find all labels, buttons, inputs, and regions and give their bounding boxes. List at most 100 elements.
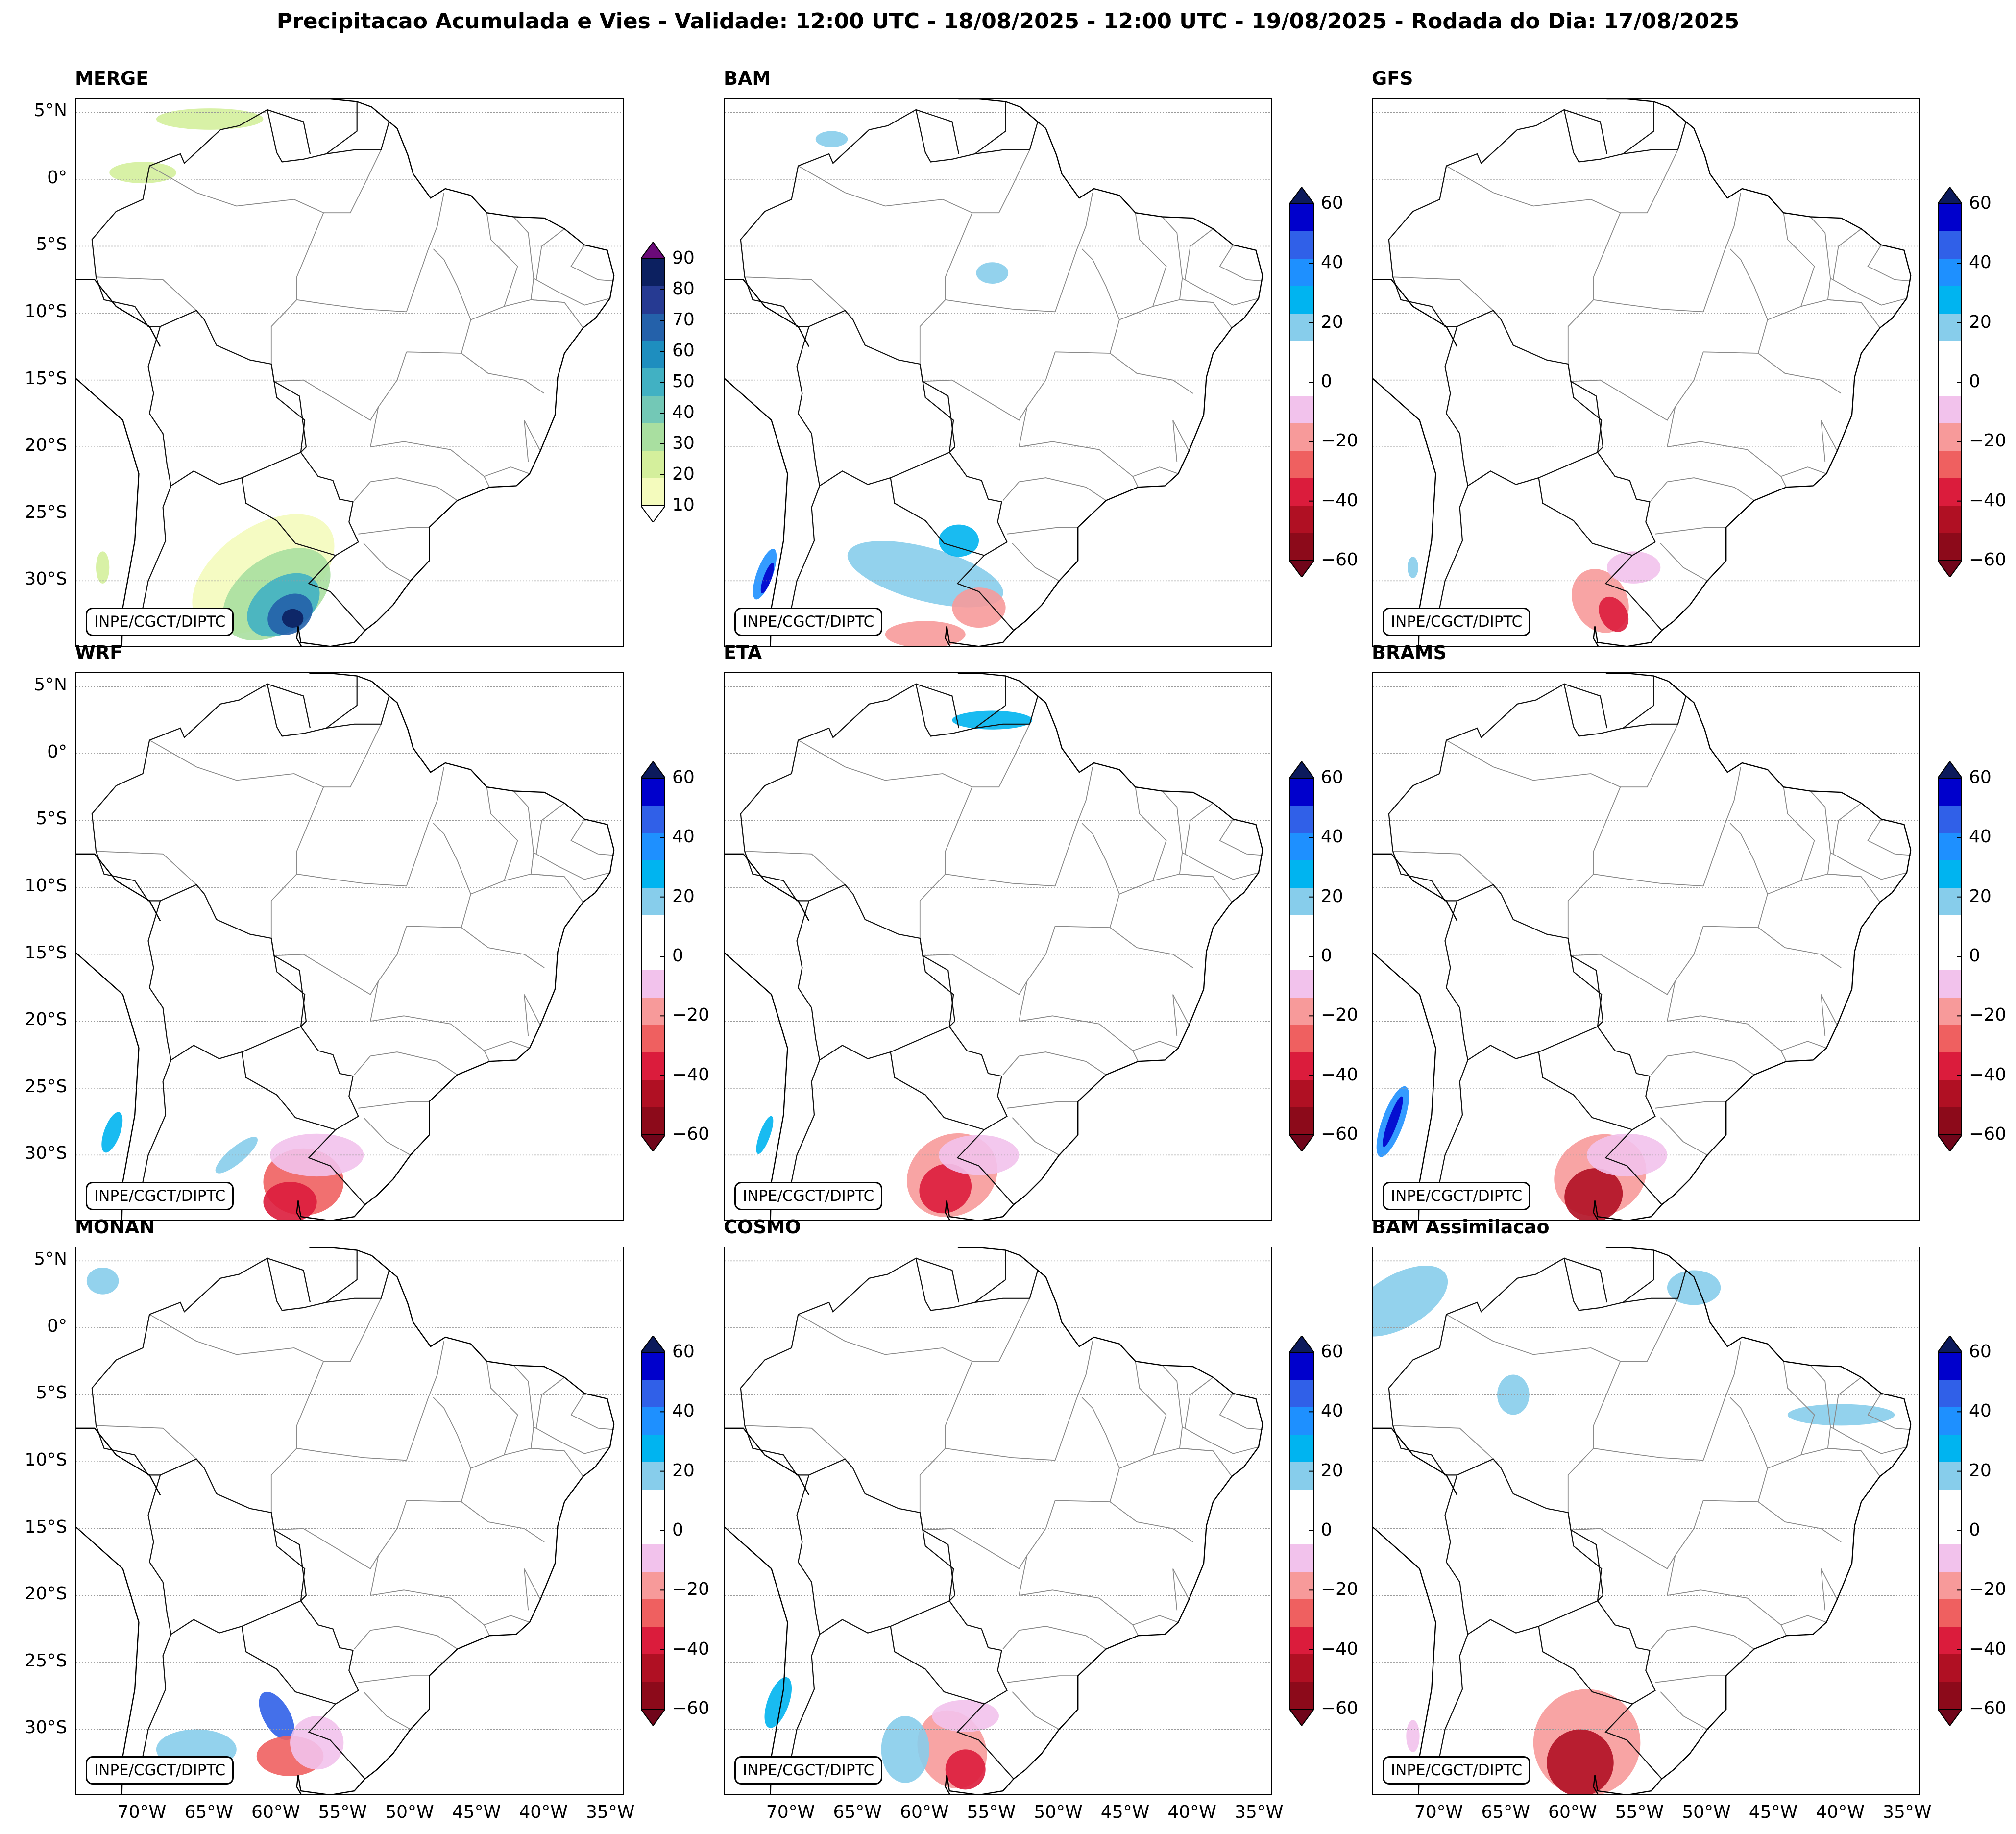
colorbar-segment bbox=[1938, 1462, 1962, 1490]
state-border bbox=[1012, 1691, 1060, 1730]
credit-label: INPE/CGCT/DIPTC bbox=[86, 1756, 234, 1785]
state-border bbox=[96, 276, 197, 311]
state-border bbox=[1830, 852, 1907, 880]
state-border bbox=[533, 852, 610, 880]
coastline bbox=[76, 853, 161, 921]
colorbar-tick-label: −20 bbox=[1969, 1005, 2006, 1026]
colorbar-segment bbox=[641, 478, 665, 506]
state-border bbox=[570, 1393, 614, 1430]
lat-tick-label: 5°N bbox=[34, 100, 67, 121]
state-border bbox=[1132, 1615, 1179, 1626]
field-contour bbox=[96, 551, 110, 584]
colorbar-segment bbox=[1938, 204, 1962, 231]
colorbar-tick-label: 0 bbox=[1321, 1520, 1332, 1540]
panel-title: BAM Assimilacao bbox=[1372, 1216, 1550, 1238]
colorbar-segment bbox=[1289, 1599, 1314, 1627]
panel-title: BAM bbox=[724, 68, 771, 89]
state-border bbox=[972, 149, 1030, 214]
country-border bbox=[1388, 683, 1687, 852]
field-contour bbox=[86, 1267, 119, 1295]
colorbar-tick-label: 60 bbox=[1321, 767, 1343, 787]
lat-tick-label: 30°S bbox=[24, 569, 67, 589]
coastline bbox=[725, 853, 810, 921]
colorbar-segment bbox=[1289, 506, 1314, 533]
lat-tick-label: 0° bbox=[47, 167, 67, 188]
state-border bbox=[1571, 954, 1676, 995]
country-border bbox=[744, 276, 956, 453]
panel-title: COSMO bbox=[724, 1216, 801, 1238]
lon-tick-label: 70°W bbox=[117, 1802, 167, 1822]
coastline bbox=[725, 377, 788, 646]
state-border bbox=[1054, 767, 1093, 886]
country-border bbox=[95, 1425, 307, 1601]
state-border bbox=[461, 927, 545, 968]
state-border bbox=[1019, 1015, 1139, 1062]
country-border bbox=[1392, 851, 1604, 1027]
country-border bbox=[919, 364, 954, 453]
colorbar-segment bbox=[1289, 1025, 1314, 1052]
country-border bbox=[1567, 938, 1603, 1027]
colorbar-segment bbox=[1938, 998, 1962, 1025]
country-border bbox=[796, 901, 821, 1060]
state-border bbox=[406, 1397, 471, 1502]
state-border bbox=[1702, 767, 1742, 886]
coastline bbox=[1605, 1247, 1686, 1271]
state-border bbox=[919, 873, 1055, 938]
state-border bbox=[798, 739, 973, 874]
colorbar-svg bbox=[1289, 187, 1314, 577]
state-border bbox=[1655, 527, 1726, 535]
state-border bbox=[354, 477, 458, 501]
country-border bbox=[91, 1257, 390, 1426]
lon-tick-label: 35°W bbox=[1882, 1802, 1932, 1822]
field-contour bbox=[1599, 596, 1629, 632]
colorbar-segment bbox=[641, 396, 665, 423]
colorbar-tick-label: 20 bbox=[672, 1460, 695, 1481]
colorbar-segment bbox=[1938, 1107, 1962, 1135]
field-contour bbox=[1787, 1404, 1895, 1426]
colorbar-extend-max bbox=[641, 1336, 665, 1353]
lon-tick-label: 50°W bbox=[385, 1802, 434, 1822]
state-border bbox=[1219, 1393, 1263, 1430]
colorbar-segment bbox=[1938, 506, 1962, 533]
colorbar-tick-label: −20 bbox=[672, 1005, 709, 1026]
state-border bbox=[524, 994, 541, 1036]
coastline bbox=[1373, 377, 1436, 646]
colorbar-svg bbox=[641, 1336, 665, 1726]
state-border bbox=[504, 299, 565, 307]
field-contour bbox=[1667, 1270, 1721, 1305]
state-border bbox=[1162, 216, 1183, 300]
state-border bbox=[1179, 1447, 1233, 1477]
country-border bbox=[796, 326, 821, 486]
colorbar-segment bbox=[1289, 1435, 1314, 1462]
colorbar-segment bbox=[1289, 1380, 1314, 1407]
country-border bbox=[270, 364, 306, 453]
coastline bbox=[309, 673, 389, 697]
colorbar-segment bbox=[1289, 806, 1314, 833]
state-border bbox=[744, 276, 846, 311]
state-border bbox=[406, 823, 471, 928]
state-border bbox=[96, 851, 197, 885]
state-border bbox=[1182, 1426, 1259, 1454]
coastline bbox=[725, 279, 810, 347]
credit-label: INPE/CGCT/DIPTC bbox=[734, 1756, 883, 1785]
country-border bbox=[1597, 452, 1662, 631]
field-contour bbox=[976, 262, 1009, 284]
colorbar-segment bbox=[1938, 396, 1962, 423]
lat-tick-label: 0° bbox=[47, 741, 67, 762]
state-border bbox=[1219, 819, 1263, 856]
country-border bbox=[241, 1051, 336, 1130]
country-border bbox=[974, 101, 1006, 154]
colorbar: 60 40 20 0 −20 −40 −60 bbox=[1289, 187, 1358, 577]
colorbar: 60 40 20 0 −20 −40 −60 bbox=[1938, 761, 2006, 1151]
field-contour bbox=[1547, 1729, 1614, 1794]
colorbar-svg bbox=[641, 761, 665, 1151]
country-border bbox=[949, 1600, 1014, 1780]
coastline bbox=[1013, 121, 1263, 631]
field-contour bbox=[764, 1677, 792, 1728]
lat-tick-label: 10°S bbox=[24, 1450, 67, 1470]
country-border bbox=[241, 477, 336, 556]
map-svg bbox=[725, 99, 1271, 646]
country-border bbox=[1623, 676, 1654, 729]
country-border bbox=[1567, 364, 1603, 453]
lon-tick-label: 55°W bbox=[318, 1802, 367, 1822]
